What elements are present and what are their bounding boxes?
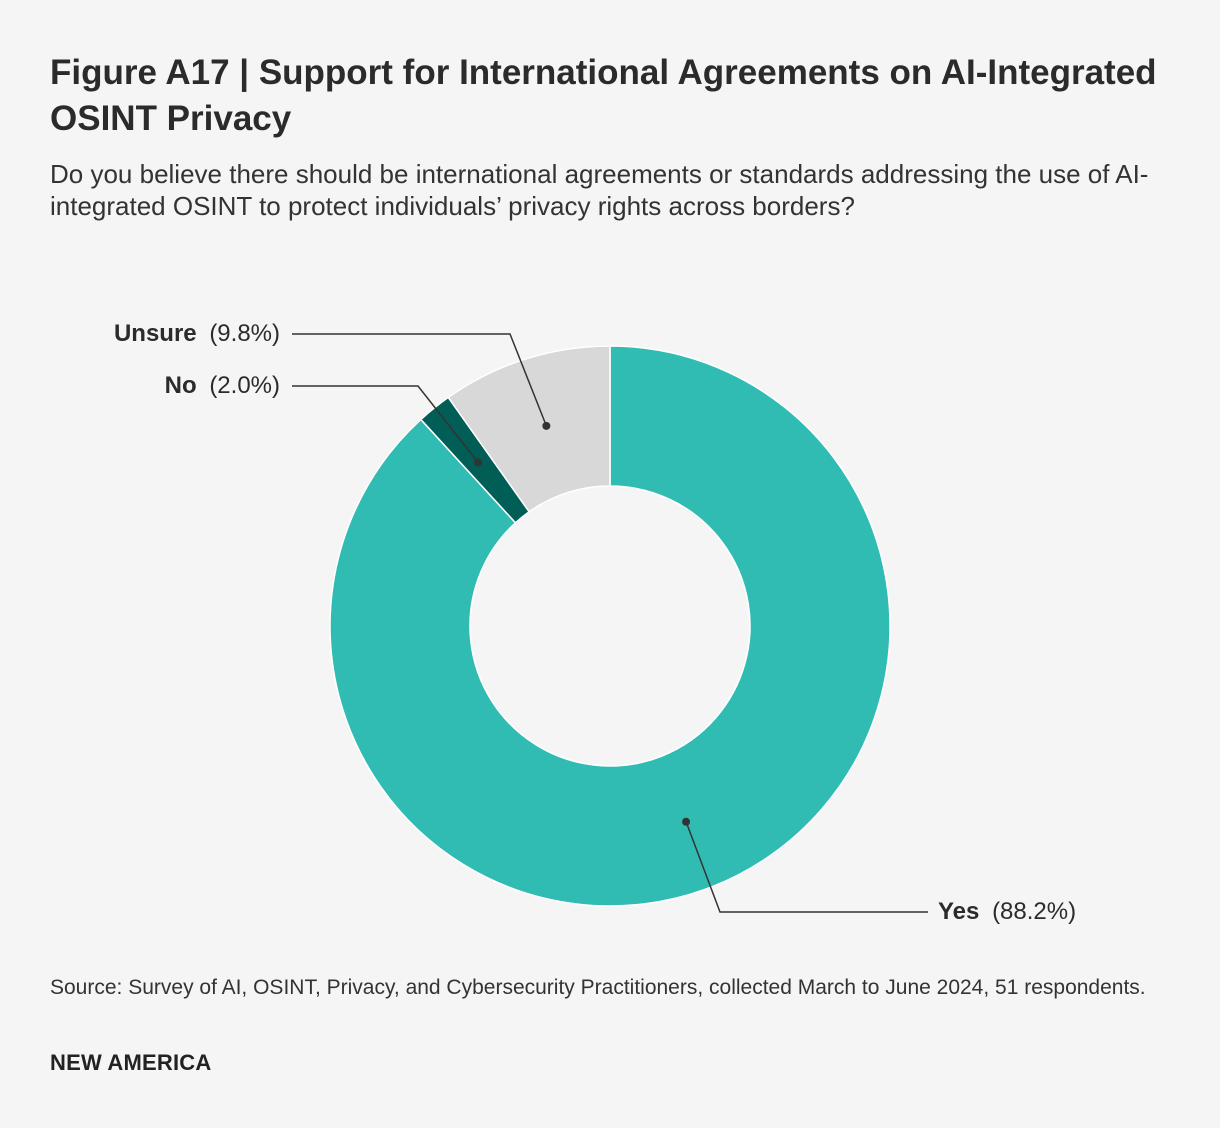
label-unsure-category: Unsure — [114, 320, 197, 347]
leader-line-unsure — [292, 333, 548, 427]
leader-dot-yes — [682, 817, 691, 826]
label-yes: Yes (88.2%) — [938, 898, 1076, 925]
label-yes-category: Yes — [938, 898, 979, 925]
leader-line-yes — [685, 821, 928, 913]
label-no: No (2.0%) — [165, 372, 280, 399]
label-unsure-value: (9.8%) — [209, 320, 280, 347]
chart-title: Figure A17 | Support for International A… — [50, 53, 1157, 138]
source-note: Source: Survey of AI, OSINT, Privacy, an… — [50, 976, 1146, 999]
brand-logo-text: NEW AMERICA — [50, 1050, 212, 1075]
slice-unsure — [447, 345, 611, 513]
label-no-category: No — [165, 372, 197, 399]
label-unsure: Unsure (9.8%) — [114, 320, 280, 347]
label-no-value: (2.0%) — [209, 372, 280, 399]
leader-dot-unsure — [542, 421, 551, 430]
slice-yes — [329, 345, 891, 907]
leader-line-no — [292, 385, 479, 463]
chart-subtitle: Do you believe there should be internati… — [50, 159, 1149, 221]
leader-dot-no — [474, 458, 483, 467]
label-yes-value: (88.2%) — [992, 898, 1076, 925]
